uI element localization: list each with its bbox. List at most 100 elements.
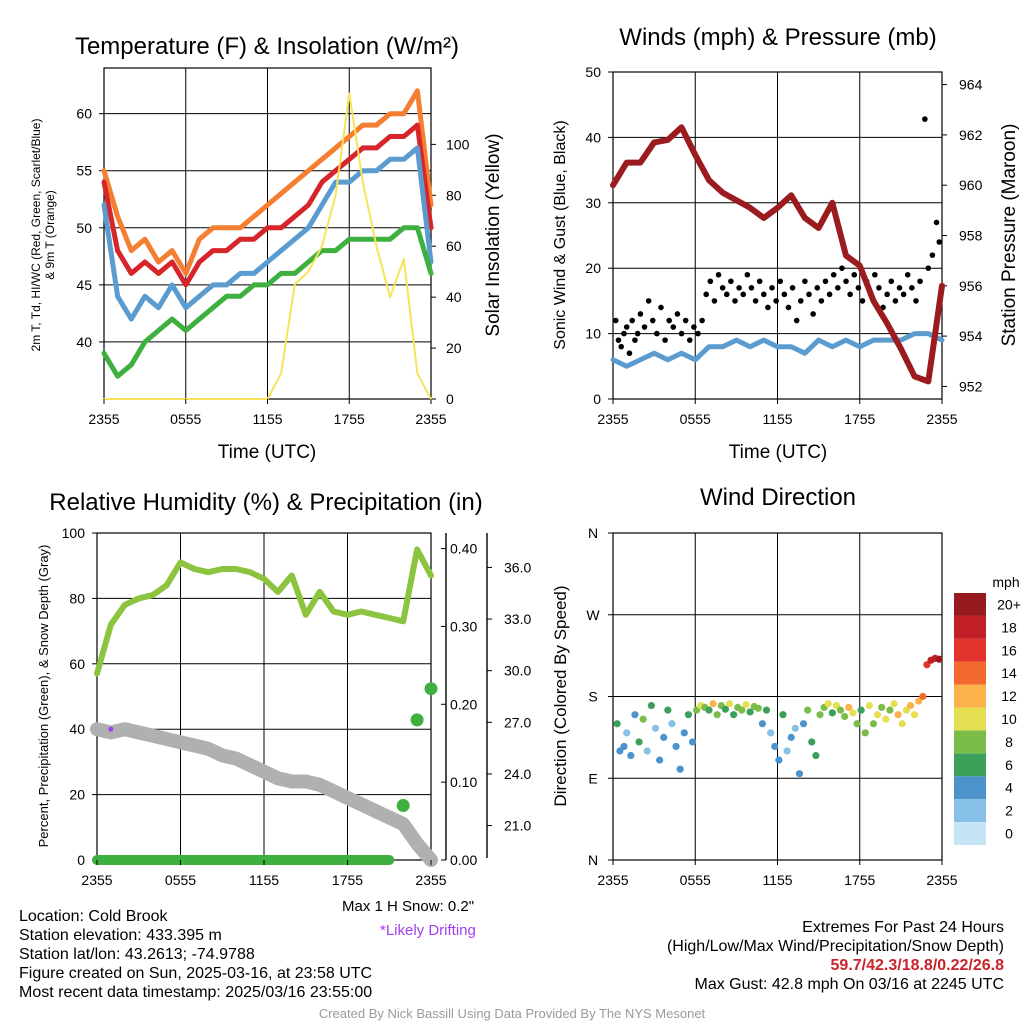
wind-direction-point	[935, 655, 943, 663]
colorbar-label: 0	[1005, 825, 1013, 841]
x-tick-label: 2355	[597, 411, 628, 427]
x-tick-label: 1155	[762, 872, 792, 888]
wind-direction-point	[767, 729, 775, 737]
wind-direction-point	[865, 701, 873, 710]
y-tick-label: 21.0	[504, 818, 531, 834]
gust-point	[703, 291, 710, 298]
y-tick-label: 40	[69, 721, 85, 737]
series-orange	[101, 88, 434, 276]
wind-direction-point	[721, 705, 730, 713]
y-tick-label: 30	[585, 195, 601, 211]
wind-direction-point	[643, 747, 651, 755]
max-gust-line: Max Gust: 42.8 mph On 03/16 at 2245 UTC	[694, 976, 1005, 993]
gust-point	[626, 350, 633, 357]
panel-title: Temperature (F) & Insolation (W/m²)	[75, 33, 459, 60]
wind-direction-point	[873, 711, 882, 719]
wind-direction-point	[676, 765, 684, 773]
wind-direction-point	[725, 700, 734, 708]
x-tick-label: 2355	[926, 411, 957, 427]
wind-direction-point	[738, 706, 746, 714]
x-tick-label: 1755	[332, 872, 363, 888]
gust-point	[728, 278, 734, 285]
gust-point	[645, 298, 652, 304]
gust-point	[674, 311, 681, 317]
gust-point	[888, 278, 895, 285]
wind-direction-point	[898, 720, 906, 728]
colorbar-label: 6	[1005, 757, 1013, 773]
x-tick-label: 1755	[334, 411, 365, 427]
colorbar-swatch	[954, 707, 986, 731]
colorbar-swatch	[954, 638, 986, 662]
wind-direction-point	[910, 711, 919, 719]
colorbar-label: 16	[1001, 642, 1017, 658]
wind-direction-point	[812, 751, 820, 760]
gust-point	[777, 278, 784, 285]
wind-direction-point	[828, 709, 836, 717]
precip-point	[424, 682, 438, 696]
series-relative-humidity	[94, 546, 434, 677]
y-tick-label: 50	[585, 64, 601, 80]
x-axis-label: Time (UTC)	[729, 442, 828, 463]
gust-point	[707, 278, 714, 285]
y-tick-label: 964	[959, 77, 983, 93]
wind-direction-point	[664, 706, 672, 714]
gust-point	[769, 285, 775, 291]
y-tick-label: 0	[446, 391, 454, 407]
series-red	[101, 122, 434, 288]
gust-point	[826, 291, 833, 298]
wind-direction-point	[668, 720, 676, 728]
wind-direction-point	[623, 729, 631, 737]
location-line: Location: Cold Brook	[19, 908, 168, 925]
wind-direction-point	[791, 724, 799, 732]
wind-direction-point	[684, 711, 692, 719]
y-tick-label: 33.0	[504, 611, 531, 627]
gust-point	[691, 324, 697, 330]
wind-direction-point	[841, 712, 849, 721]
y-tick-label: 956	[959, 278, 983, 294]
wind-direction-point	[651, 724, 660, 732]
station-info: Location: Cold Brook Station elevation: …	[19, 907, 372, 1002]
gust-point	[922, 116, 928, 122]
gust-point	[723, 291, 730, 298]
y-tick-label: 20	[585, 260, 601, 276]
gust-point	[876, 285, 882, 291]
gust-point	[765, 304, 771, 311]
wind-direction-point	[783, 747, 791, 755]
colorbar-swatch	[954, 799, 986, 822]
y-axis-label-left-2: & 9m T (Orange)	[43, 190, 57, 280]
wind-direction-point	[824, 700, 832, 708]
gust-point	[634, 330, 641, 337]
y-axis-label-left: Percent, Precipitation (Green), & Snow D…	[36, 545, 51, 848]
wind-direction-point	[799, 720, 808, 728]
x-tick-label: 1755	[844, 872, 875, 888]
y-tick-label: 80	[446, 187, 462, 203]
y-tick-label: 60	[69, 656, 85, 672]
wind-direction-point	[779, 711, 787, 719]
colorbar-swatch	[954, 730, 986, 754]
gust-point	[773, 298, 779, 304]
created-line: Figure created on Sun, 2025-03-16, at 23…	[19, 965, 373, 982]
y-tick-label: 55	[76, 163, 92, 179]
y-tick-label: 36.0	[504, 559, 531, 575]
max-snow-note: Max 1 H Snow: 0.2"	[342, 898, 475, 915]
wind-direction-point	[639, 715, 647, 723]
plot-frame	[612, 71, 943, 400]
gust-point	[925, 265, 932, 272]
gust-point	[814, 285, 821, 291]
series-pressure	[610, 124, 945, 385]
y-tick-label: 40	[446, 289, 462, 305]
wind-direction-point	[795, 770, 804, 778]
y-tick-label: 958	[959, 228, 983, 244]
y-axis-label-left: 2m T, Td, HI/WC (Red, Green, Scarlet/Blu…	[29, 119, 43, 352]
wind-direction-point	[869, 720, 878, 728]
gust-point	[789, 285, 796, 291]
x-axis-label: Time (UTC)	[218, 442, 317, 463]
wind-direction-point	[857, 706, 865, 714]
gust-point	[732, 298, 738, 304]
wind-direction-point	[894, 711, 902, 719]
y-tick-label: 60	[446, 238, 462, 254]
gust-point	[806, 291, 812, 298]
latlon-line: Station lat/lon: 43.2613; -74.9788	[19, 946, 255, 963]
wind-direction-point	[680, 729, 688, 737]
colorbar-title: mph	[992, 574, 1019, 590]
